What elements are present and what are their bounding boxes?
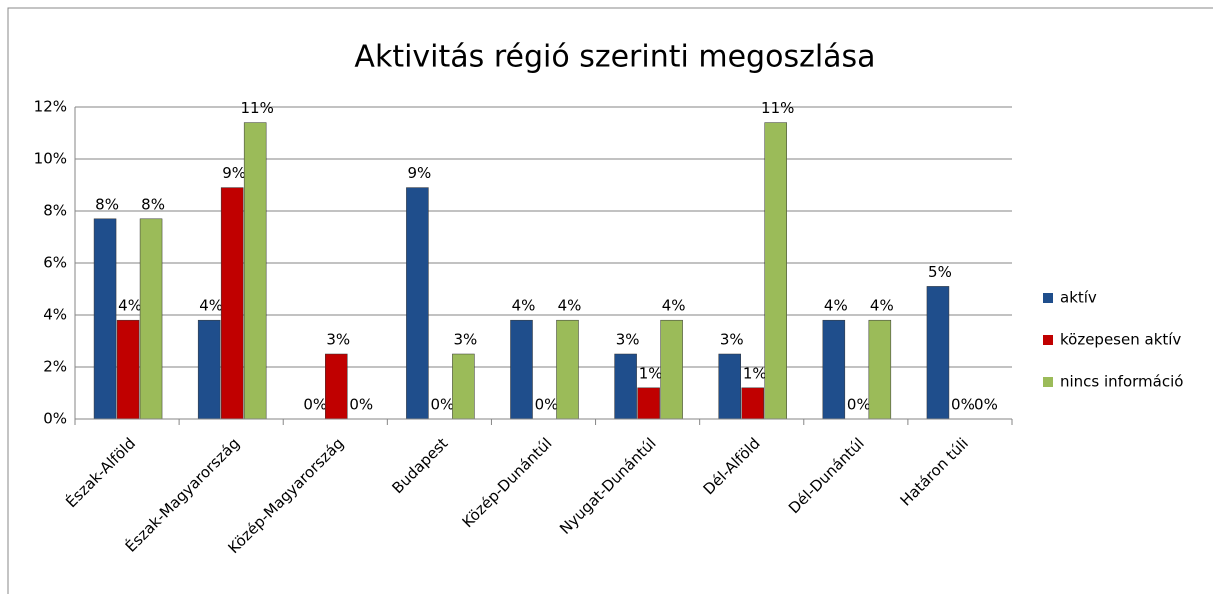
bar [556, 319, 579, 420]
value-label: 9% [407, 164, 431, 182]
chart-title: Aktivitás régió szerinti megoszlása [354, 40, 875, 75]
bar [139, 218, 163, 420]
bar [93, 218, 117, 420]
value-label: 0% [303, 396, 327, 414]
y-tick-label: 10% [34, 150, 67, 168]
bar [452, 353, 475, 420]
bar [764, 122, 787, 420]
value-label: 1% [639, 364, 663, 382]
value-label: 4% [824, 297, 848, 315]
value-label: 0% [847, 396, 871, 414]
value-label: 8% [95, 195, 119, 213]
value-label: 4% [558, 297, 582, 315]
y-tick-label: 2% [43, 358, 67, 376]
bar [822, 319, 846, 420]
bar [660, 319, 683, 420]
value-label: 4% [118, 297, 142, 315]
bar [243, 122, 267, 420]
chart-frame [7, 7, 1213, 594]
bar [868, 319, 892, 420]
value-label: 3% [326, 331, 350, 349]
value-label: 11% [240, 99, 273, 117]
value-label: 0% [349, 396, 373, 414]
bar [197, 319, 221, 420]
bar [741, 387, 764, 420]
legend-swatch [1043, 377, 1053, 387]
value-label: 0% [951, 396, 975, 414]
bar [116, 319, 140, 420]
bar [325, 353, 348, 420]
y-tick-label: 0% [43, 410, 67, 428]
bar [614, 353, 637, 420]
legend-label: nincs információ [1060, 373, 1183, 391]
bar [718, 353, 741, 420]
value-label: 4% [662, 297, 686, 315]
bar [637, 387, 660, 420]
legend-label: közepesen aktív [1060, 331, 1181, 349]
bar [220, 187, 244, 420]
y-tick-label: 8% [43, 202, 67, 220]
value-label: 1% [743, 364, 767, 382]
value-label: 0% [430, 396, 454, 414]
y-tick-label: 4% [43, 306, 67, 324]
bar [510, 319, 533, 420]
value-label: 3% [453, 331, 477, 349]
value-label: 9% [222, 164, 246, 182]
value-label: 3% [720, 331, 744, 349]
value-label: 0% [535, 396, 559, 414]
value-label: 4% [512, 297, 536, 315]
legend-label: aktív [1060, 289, 1097, 307]
value-label: 4% [199, 297, 223, 315]
value-label: 3% [616, 331, 640, 349]
value-label: 5% [928, 263, 952, 281]
value-label: 0% [974, 396, 998, 414]
y-tick-label: 12% [34, 98, 67, 116]
legend-swatch [1043, 335, 1053, 345]
value-label: 4% [870, 297, 894, 315]
bar [406, 187, 429, 420]
value-label: 8% [141, 195, 165, 213]
legend-swatch [1043, 293, 1053, 303]
y-tick-label: 6% [43, 254, 67, 272]
value-label: 11% [761, 99, 794, 117]
bar [926, 286, 950, 420]
